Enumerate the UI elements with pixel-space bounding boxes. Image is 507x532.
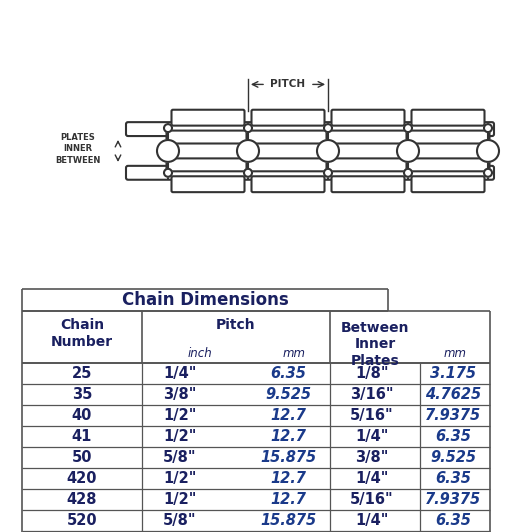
Text: 12.7: 12.7	[270, 429, 306, 444]
Text: BETWEEN: BETWEEN	[55, 156, 101, 165]
Text: 1/4": 1/4"	[355, 471, 389, 486]
FancyBboxPatch shape	[126, 122, 494, 136]
Text: inch: inch	[188, 347, 212, 360]
Text: 1/2": 1/2"	[163, 492, 197, 507]
FancyBboxPatch shape	[166, 130, 249, 144]
Text: 7.9375: 7.9375	[425, 408, 481, 423]
Text: INNER: INNER	[63, 145, 93, 153]
Text: 12.7: 12.7	[270, 471, 306, 486]
Text: Between
Inner
Plates: Between Inner Plates	[341, 321, 409, 368]
FancyBboxPatch shape	[126, 166, 494, 180]
Text: 520: 520	[67, 513, 97, 528]
FancyBboxPatch shape	[171, 110, 244, 126]
Circle shape	[484, 169, 492, 177]
Text: 6.35: 6.35	[435, 429, 471, 444]
Text: 9.525: 9.525	[265, 387, 311, 402]
Text: 3/8": 3/8"	[163, 387, 197, 402]
Text: 6.35: 6.35	[270, 366, 306, 381]
Text: 15.875: 15.875	[260, 450, 316, 465]
FancyBboxPatch shape	[166, 159, 249, 171]
Circle shape	[477, 140, 499, 162]
Circle shape	[237, 140, 259, 162]
Circle shape	[164, 124, 172, 132]
FancyBboxPatch shape	[332, 110, 405, 126]
Text: Pitch: Pitch	[216, 318, 256, 332]
Text: 1/8": 1/8"	[355, 366, 389, 381]
Text: 6.35: 6.35	[435, 513, 471, 528]
FancyBboxPatch shape	[251, 176, 324, 192]
Text: 420: 420	[67, 471, 97, 486]
Text: mm: mm	[282, 347, 306, 360]
Text: 3/16": 3/16"	[350, 387, 394, 402]
Text: 1/2": 1/2"	[163, 408, 197, 423]
Text: 428: 428	[67, 492, 97, 507]
Text: 9.525: 9.525	[430, 450, 476, 465]
Circle shape	[404, 124, 412, 132]
Text: Chain
Number: Chain Number	[51, 318, 113, 349]
Circle shape	[324, 169, 332, 177]
Circle shape	[484, 124, 492, 132]
Text: 1/4": 1/4"	[355, 429, 389, 444]
Text: PLATES: PLATES	[61, 132, 95, 142]
Circle shape	[164, 169, 172, 177]
Text: 41: 41	[72, 429, 92, 444]
Text: 12.7: 12.7	[270, 408, 306, 423]
Text: 3.175: 3.175	[430, 366, 476, 381]
FancyBboxPatch shape	[412, 176, 485, 192]
FancyBboxPatch shape	[246, 130, 330, 144]
Text: 1/4": 1/4"	[163, 366, 197, 381]
Circle shape	[397, 140, 419, 162]
Circle shape	[157, 140, 179, 162]
FancyBboxPatch shape	[171, 176, 244, 192]
Text: 7.9375: 7.9375	[425, 492, 481, 507]
Text: 5/8": 5/8"	[163, 513, 197, 528]
Text: PITCH: PITCH	[270, 79, 306, 89]
FancyBboxPatch shape	[327, 159, 410, 171]
Text: mm: mm	[444, 347, 466, 360]
FancyBboxPatch shape	[332, 176, 405, 192]
Text: 40: 40	[72, 408, 92, 423]
Circle shape	[244, 124, 252, 132]
Text: 35: 35	[72, 387, 92, 402]
Circle shape	[244, 169, 252, 177]
Text: 15.875: 15.875	[260, 513, 316, 528]
FancyBboxPatch shape	[407, 159, 489, 171]
FancyBboxPatch shape	[412, 110, 485, 126]
Text: 1/2": 1/2"	[163, 429, 197, 444]
Text: 6.35: 6.35	[435, 471, 471, 486]
Text: 50: 50	[72, 450, 92, 465]
FancyBboxPatch shape	[246, 159, 330, 171]
FancyBboxPatch shape	[327, 130, 410, 144]
Circle shape	[317, 140, 339, 162]
Text: 4.7625: 4.7625	[425, 387, 481, 402]
Circle shape	[404, 169, 412, 177]
Text: 1/2": 1/2"	[163, 471, 197, 486]
FancyBboxPatch shape	[407, 130, 489, 144]
Text: 1/4": 1/4"	[355, 513, 389, 528]
Text: 5/16": 5/16"	[350, 492, 394, 507]
Text: 5/8": 5/8"	[163, 450, 197, 465]
Text: 12.7: 12.7	[270, 492, 306, 507]
FancyBboxPatch shape	[251, 110, 324, 126]
Text: 25: 25	[72, 366, 92, 381]
Text: 3/8": 3/8"	[355, 450, 389, 465]
Text: Chain Dimensions: Chain Dimensions	[122, 291, 288, 309]
Text: 5/16": 5/16"	[350, 408, 394, 423]
Circle shape	[324, 124, 332, 132]
